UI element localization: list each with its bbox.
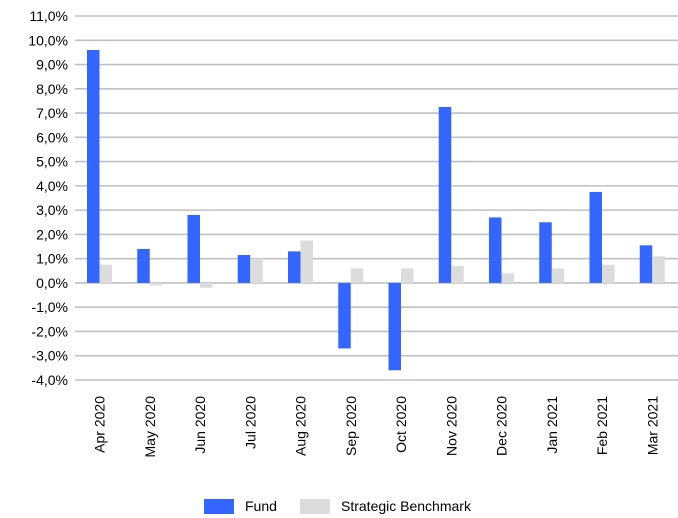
legend: Fund Strategic Benchmark: [0, 494, 678, 518]
y-tick-label: 3,0%: [36, 202, 68, 218]
legend-swatch-strategic-benchmark: [300, 498, 330, 514]
x-tick-label: Dec 2020: [494, 396, 510, 456]
y-tick-label: 8,0%: [36, 81, 68, 97]
y-tick-label: 11,0%: [29, 8, 68, 24]
x-tick-label: Mar 2021: [644, 396, 660, 455]
bar-strategic-benchmark-jan-2021: [551, 268, 565, 283]
x-tick-label: Feb 2021: [594, 396, 610, 455]
y-tick-label: -2,0%: [31, 323, 68, 339]
bar-strategic-benchmark-oct-2020: [401, 268, 414, 283]
bars: [87, 49, 665, 371]
bar-fund-dec-2020: [489, 217, 502, 283]
bar-fund-nov-2020: [438, 107, 452, 283]
bar-fund-aug-2020: [288, 251, 301, 283]
bar-fund-mar-2021: [639, 245, 653, 283]
y-tick-label: -1,0%: [31, 299, 68, 315]
bar-strategic-benchmark-may-2020: [149, 282, 163, 286]
bar-fund-sep-2020: [338, 282, 351, 349]
y-tick-label: -3,0%: [31, 348, 68, 364]
y-tick-label: 4,0%: [36, 178, 68, 194]
y-tick-label: 7,0%: [36, 105, 68, 121]
bar-strategic-benchmark-sep-2020: [350, 268, 364, 283]
x-tick-label: Sep 2020: [343, 396, 359, 456]
y-tick-label: 10,0%: [28, 32, 68, 48]
x-tick-label: May 2020: [142, 396, 158, 458]
bar-strategic-benchmark-mar-2021: [652, 256, 665, 283]
x-tick-label: Oct 2020: [393, 396, 409, 453]
x-tick-label: Apr 2020: [92, 396, 108, 453]
legend-item-fund: Fund: [204, 494, 277, 518]
bar-strategic-benchmark-jul-2020: [250, 258, 263, 283]
bar-fund-jan-2021: [539, 222, 552, 283]
y-tick-label: -4,0%: [31, 372, 68, 388]
y-tick-label: 6,0%: [36, 129, 68, 145]
bar-fund-may-2020: [137, 248, 150, 283]
y-axis-ticks: 11,0% 10,0% 9,0% 8,0% 7,0% 6,0% 5,0% 4,0% 3,0% 2,…: [28, 8, 68, 388]
legend-swatch-fund: [204, 498, 234, 514]
y-tick-label: 0,0%: [36, 275, 68, 291]
y-tick-label: 1,0%: [36, 251, 68, 267]
bar-fund-feb-2021: [589, 191, 602, 283]
y-tick-label: 5,0%: [36, 154, 68, 170]
chart-canvas: 11,0% 10,0% 9,0% 8,0% 7,0% 6,0% 5,0% 4,0% 3,0% 2,…: [28, 8, 678, 458]
x-tick-label: Nov 2020: [443, 396, 459, 456]
bar-strategic-benchmark-jun-2020: [200, 282, 213, 288]
bar-fund-apr-2020: [87, 49, 100, 283]
x-tick-label: Aug 2020: [293, 396, 309, 456]
bar-strategic-benchmark-apr-2020: [99, 264, 112, 283]
legend-item-strategic-benchmark: Strategic Benchmark: [300, 494, 471, 518]
bar-strategic-benchmark-nov-2020: [451, 265, 464, 283]
x-tick-label: Jan 2021: [544, 396, 560, 454]
gridlines: [75, 15, 678, 381]
bar-strategic-benchmark-feb-2021: [602, 264, 615, 283]
bar-fund-jun-2020: [187, 214, 200, 283]
y-tick-label: 2,0%: [36, 226, 68, 242]
legend-label-fund: Fund: [245, 498, 277, 514]
bar-strategic-benchmark-aug-2020: [300, 240, 313, 283]
bar-fund-oct-2020: [388, 282, 401, 371]
bar-fund-jul-2020: [237, 255, 251, 283]
legend-label-strategic-benchmark: Strategic Benchmark: [341, 498, 471, 514]
y-tick-label: 9,0%: [36, 57, 68, 73]
x-tick-label: Jul 2020: [242, 396, 258, 449]
x-axis-ticks: Apr 2020 May 2020 Jun 2020 Jul 2020 Aug 2020…: [92, 396, 661, 458]
bar-strategic-benchmark-dec-2020: [501, 273, 514, 283]
x-tick-label: Jun 2020: [192, 396, 208, 454]
